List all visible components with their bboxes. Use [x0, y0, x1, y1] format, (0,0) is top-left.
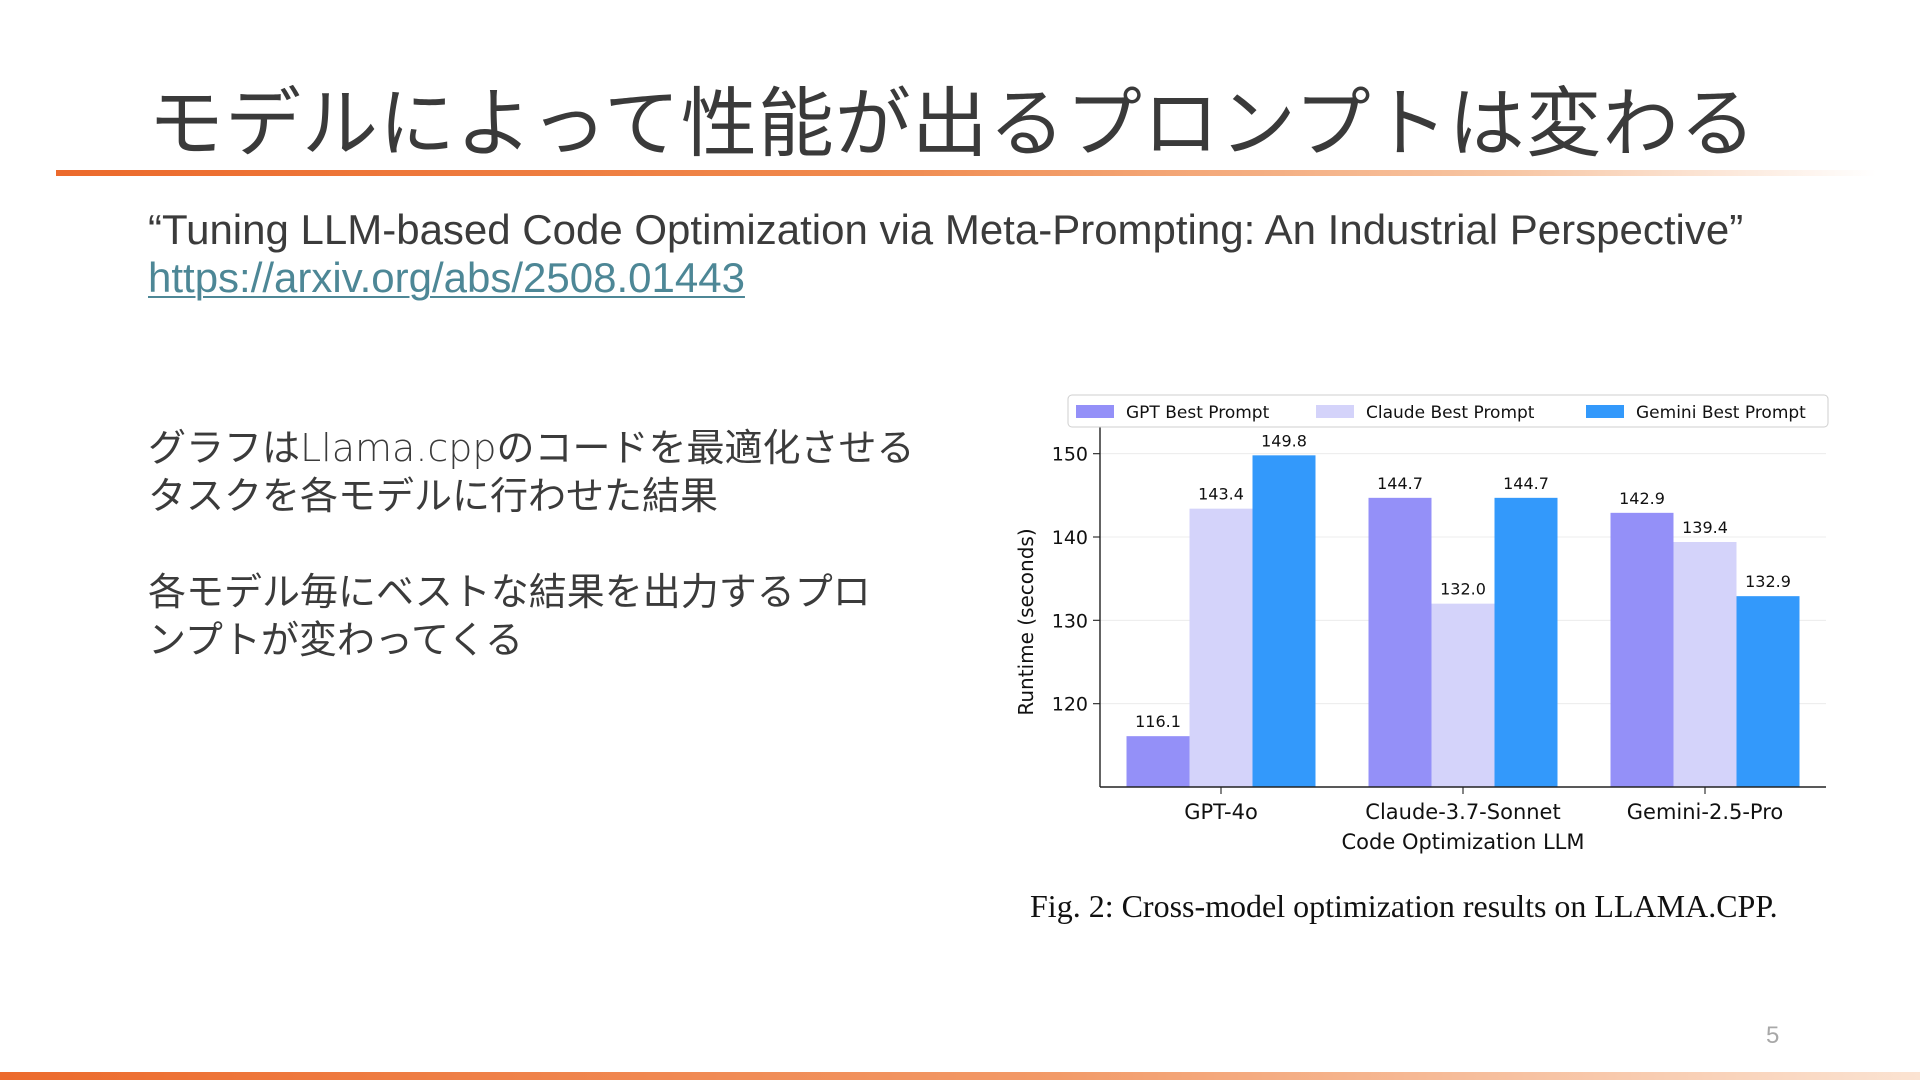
y-tick-label: 150	[1052, 444, 1088, 466]
data-label: 142.9	[1619, 489, 1665, 508]
bar-GPT-4o-GPT Best Prompt	[1126, 736, 1190, 787]
data-label: 116.1	[1135, 712, 1181, 731]
y-tick-label: 140	[1052, 527, 1088, 549]
bar-Claude-3.7-Sonnet-GPT Best Prompt	[1368, 497, 1432, 787]
legend-swatch-Gemini Best Prompt	[1586, 405, 1624, 418]
x-axis-label: Code Optimization LLM	[1342, 830, 1585, 854]
bar-Gemini-2.5-Pro-Gemini Best Prompt	[1736, 596, 1800, 787]
data-label: 144.7	[1503, 474, 1549, 493]
y-axis-label: Runtime (seconds)	[1014, 528, 1038, 715]
y-tick-label: 130	[1052, 610, 1088, 632]
x-tick-label: Claude-3.7-Sonnet	[1365, 800, 1560, 824]
bar-GPT-4o-Gemini Best Prompt	[1252, 455, 1316, 787]
slide-title: モデルによって性能が出るプロンプトは変わる	[148, 79, 1757, 168]
body-paragraph-1: グラフはLlama.cppのコードを最適化させる タスクを各モデルに行わせた結果	[148, 426, 915, 518]
legend-label: Gemini Best Prompt	[1636, 403, 1806, 423]
bar-Gemini-2.5-Pro-GPT Best Prompt	[1610, 512, 1674, 787]
runtime-bar-chart: 120 130 140 150 116.1 143.4 149.8 GPT-4o 144.7 13…	[1000, 385, 1850, 875]
legend-box	[1067, 394, 1829, 428]
data-label: 139.4	[1682, 518, 1728, 537]
page-number: 5	[1766, 1022, 1780, 1049]
data-label: 144.7	[1377, 474, 1423, 493]
data-label: 143.4	[1198, 485, 1244, 504]
body-paragraph-2: 各モデル毎にベストな結果を出力するプロ ンプトが変わってくる	[148, 570, 871, 662]
bar-Claude-3.7-Sonnet-Gemini Best Prompt	[1494, 497, 1558, 787]
body-text: グラフはLlama.cppのコードを最適化させる タスクを各モデルに行わせた結果…	[148, 424, 968, 712]
data-label: 132.9	[1745, 572, 1791, 591]
bar-GPT-4o-Claude Best Prompt	[1189, 508, 1253, 787]
bar-Gemini-2.5-Pro-Claude Best Prompt	[1673, 542, 1737, 787]
bar-Claude-3.7-Sonnet-Claude Best Prompt	[1431, 603, 1495, 787]
paper-link[interactable]: https://arxiv.org/abs/2508.01443	[148, 254, 745, 301]
y-tick-label: 120	[1052, 694, 1088, 716]
x-tick-label: Gemini-2.5-Pro	[1627, 800, 1784, 824]
legend-swatch-GPT Best Prompt	[1076, 405, 1114, 418]
legend-label: Claude Best Prompt	[1366, 403, 1535, 423]
legend-swatch-Claude Best Prompt	[1316, 405, 1354, 418]
title-divider	[56, 170, 1876, 176]
bottom-divider	[0, 1072, 1920, 1080]
legend-label: GPT Best Prompt	[1126, 403, 1270, 423]
x-tick-label: GPT-4o	[1184, 800, 1258, 824]
data-label: 132.0	[1440, 580, 1486, 599]
data-label: 149.8	[1261, 431, 1307, 450]
paper-title: “Tuning LLM-based Code Optimization via …	[148, 206, 1744, 253]
figure-caption: Fig. 2: Cross-model optimization results…	[1030, 888, 1778, 924]
chart-svg: 120 130 140 150 116.1 143.4 149.8 GPT-4o 144.7 13…	[1014, 394, 1829, 854]
